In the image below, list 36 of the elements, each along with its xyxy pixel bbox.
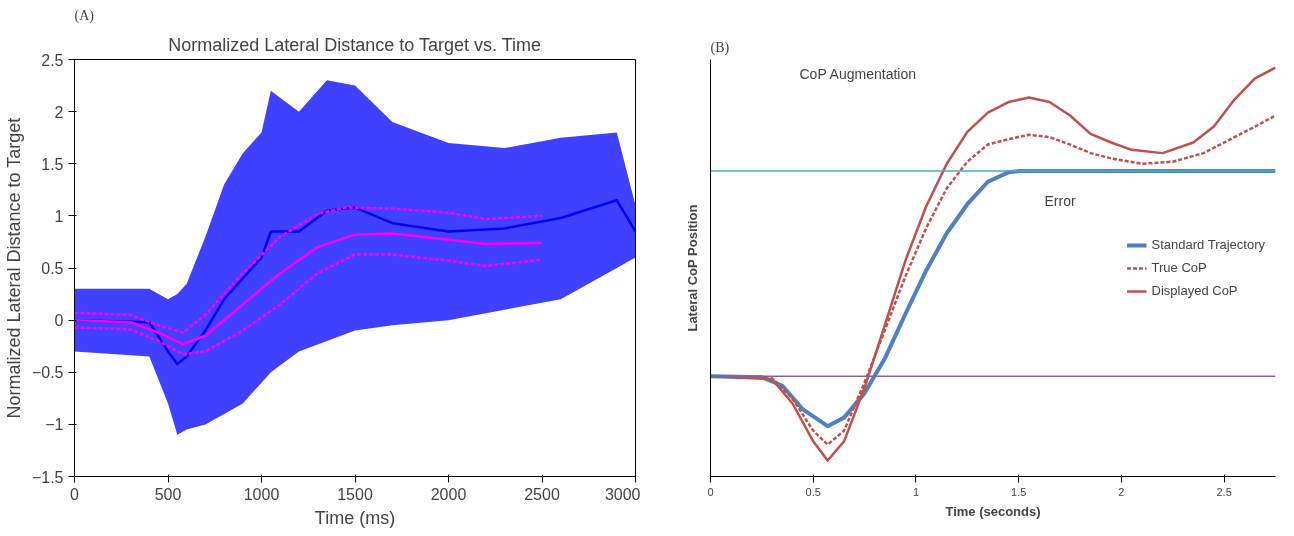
x-tick-label: 3000 — [604, 485, 641, 503]
line-series — [74, 206, 544, 334]
y-axis-title: Lateral CoP Position — [684, 204, 700, 332]
annotation: Error — [1044, 192, 1076, 209]
x-tick-label: 500 — [154, 485, 182, 503]
legend-label: Standard Trajectory — [1151, 237, 1265, 252]
annotation: CoP Augmentation — [799, 65, 916, 82]
y-tick-label: 1.5 — [41, 155, 64, 173]
chart-title: Normalized Lateral Distance to Target vs. Time — [168, 34, 542, 55]
x-tick-label: 0 — [70, 485, 80, 503]
y-axis-title: Normalized Lateral Distance to Target — [3, 117, 24, 419]
x-tick-label: 0.5 — [805, 485, 821, 498]
x-tick-label: 2000 — [430, 485, 467, 503]
x-axis-title: Time (ms) — [314, 507, 396, 528]
y-tick-label: 0 — [54, 312, 64, 330]
text: (B) — [710, 39, 730, 56]
x-axis-title: Time (seconds) — [945, 503, 1041, 519]
line-series — [74, 232, 544, 346]
x-tick-label: 1000 — [243, 485, 280, 503]
x-tick-label: 1500 — [337, 485, 373, 503]
y-tick-label: 2 — [54, 103, 64, 121]
y-tick-label: −1 — [45, 416, 64, 434]
legend-label: Displayed CoP — [1151, 283, 1238, 298]
x-tick-label: 2500 — [524, 485, 560, 503]
legend-label: True CoP — [1151, 260, 1207, 275]
x-tick-label: 0 — [707, 485, 714, 498]
y-tick-label: 2.5 — [41, 51, 64, 69]
y-tick-label: −0.5 — [31, 364, 64, 382]
x-tick-label: 1.5 — [1011, 485, 1027, 498]
y-tick-label: 0.5 — [41, 260, 64, 277]
x-tick-label: 2 — [1118, 485, 1125, 498]
x-tick-label: 2.5 — [1216, 485, 1232, 498]
y-tick-label: 1 — [54, 207, 64, 225]
text: (A) — [74, 7, 95, 24]
x-tick-label: 1 — [912, 485, 920, 498]
y-tick-label: −1.5 — [31, 468, 64, 486]
